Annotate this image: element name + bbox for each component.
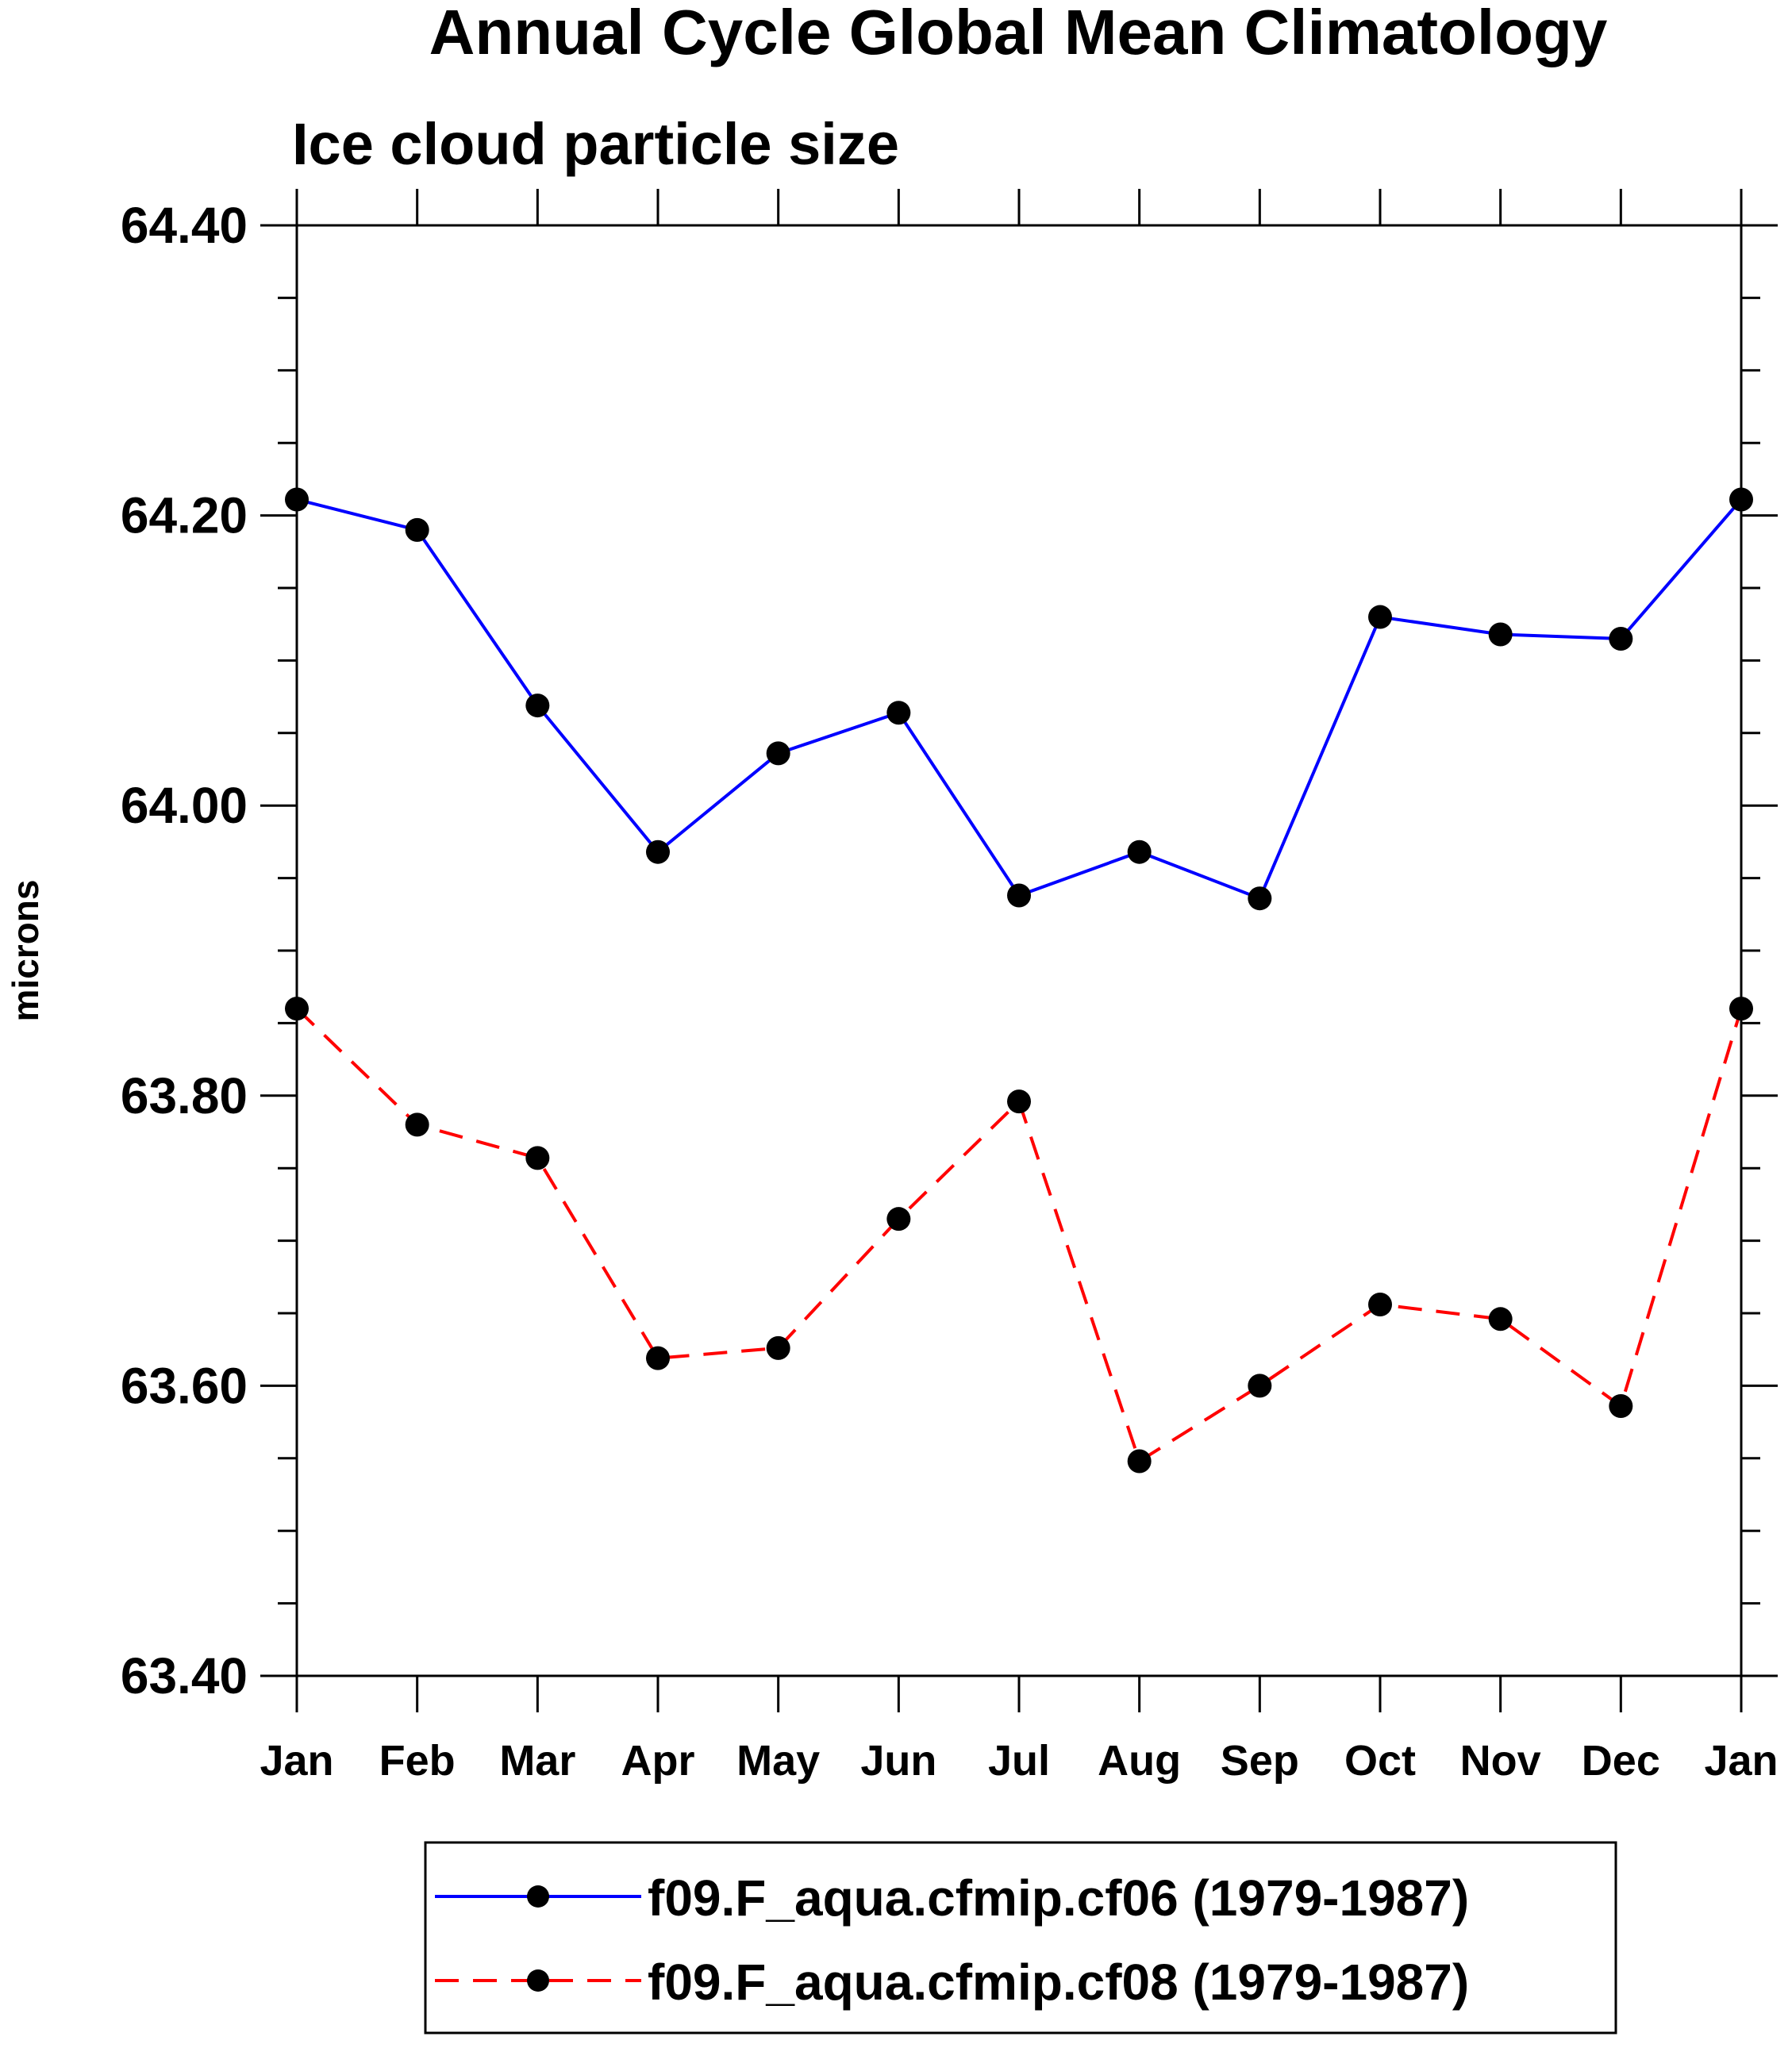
- legend-marker: [527, 1885, 549, 1908]
- data-point: [766, 741, 790, 766]
- data-point: [1248, 886, 1272, 911]
- legend-label: f09.F_aqua.cfmip.cf06 (1979-1987): [648, 1869, 1469, 1927]
- data-point: [405, 1112, 429, 1137]
- series-1: [285, 487, 1753, 911]
- data-point: [1368, 605, 1392, 629]
- plot-border: [295, 224, 1743, 1677]
- data-point: [1609, 1393, 1633, 1418]
- series-line: [296, 498, 1743, 901]
- x-tick-label: Jul: [988, 1737, 1050, 1785]
- data-point: [285, 997, 309, 1021]
- legend-box: [424, 1841, 1617, 2035]
- y-axis-label: microns: [5, 880, 46, 1022]
- y-tick-label: 63.80: [121, 1067, 248, 1124]
- data-point: [1127, 1449, 1152, 1474]
- x-axis-ticks: Jan Feb Mar Apr May Jun Jul Aug Sep Oct Nov Dec Jan: [260, 189, 1779, 1785]
- series-2: [285, 997, 1753, 1474]
- series-layer: [285, 487, 1753, 1474]
- y-tick-label: 64.20: [121, 487, 248, 544]
- data-point: [1007, 883, 1031, 908]
- x-tick-label: Aug: [1098, 1737, 1181, 1785]
- data-point: [1488, 1307, 1513, 1331]
- data-point: [1729, 487, 1753, 512]
- data-point: [525, 694, 550, 718]
- plot-frame: [295, 224, 1743, 1677]
- x-tick-label: Jan: [260, 1737, 333, 1785]
- data-point: [886, 701, 911, 725]
- legend-marker: [527, 1969, 549, 1992]
- data-point: [646, 1346, 670, 1370]
- legend-label: f09.F_aqua.cfmip.cf08 (1979-1987): [648, 1954, 1469, 2011]
- x-tick-label: Mar: [499, 1737, 575, 1785]
- data-point: [646, 840, 670, 864]
- x-tick-label: May: [736, 1737, 820, 1785]
- x-tick-label: Apr: [621, 1737, 695, 1785]
- chart-title: Annual Cycle Global Mean Climatology: [429, 0, 1608, 67]
- data-point: [1488, 622, 1513, 647]
- data-point: [1609, 626, 1633, 651]
- x-tick-label: Nov: [1460, 1737, 1541, 1785]
- series-line: [295, 1007, 1743, 1464]
- data-point: [1729, 997, 1753, 1021]
- data-point: [405, 517, 429, 542]
- data-point: [285, 487, 309, 512]
- data-point: [1127, 840, 1152, 864]
- data-point: [766, 1335, 790, 1360]
- x-tick-label: Jan: [1704, 1737, 1778, 1785]
- y-axis-ticks: 63.40 63.60 63.80 64.00 64.20 64.40: [121, 197, 1778, 1704]
- x-tick-label: Oct: [1344, 1737, 1416, 1785]
- data-point: [1368, 1293, 1392, 1317]
- data-point: [1248, 1374, 1272, 1398]
- x-tick-label: Dec: [1582, 1737, 1660, 1785]
- y-tick-label: 63.40: [121, 1647, 248, 1704]
- x-tick-label: Sep: [1221, 1737, 1299, 1785]
- chart-subtitle: Ice cloud particle size: [292, 111, 899, 177]
- y-tick-label: 63.60: [121, 1357, 248, 1414]
- y-tick-label: 64.00: [121, 777, 248, 834]
- x-tick-label: Jun: [860, 1737, 936, 1785]
- x-tick-label: Feb: [379, 1737, 456, 1785]
- data-point: [886, 1207, 911, 1231]
- data-point: [1007, 1089, 1031, 1114]
- legend: f09.F_aqua.cfmip.cf06 (1979-1987) f09.F_a…: [424, 1841, 1617, 2035]
- data-point: [525, 1146, 550, 1170]
- y-tick-label: 64.40: [121, 197, 248, 254]
